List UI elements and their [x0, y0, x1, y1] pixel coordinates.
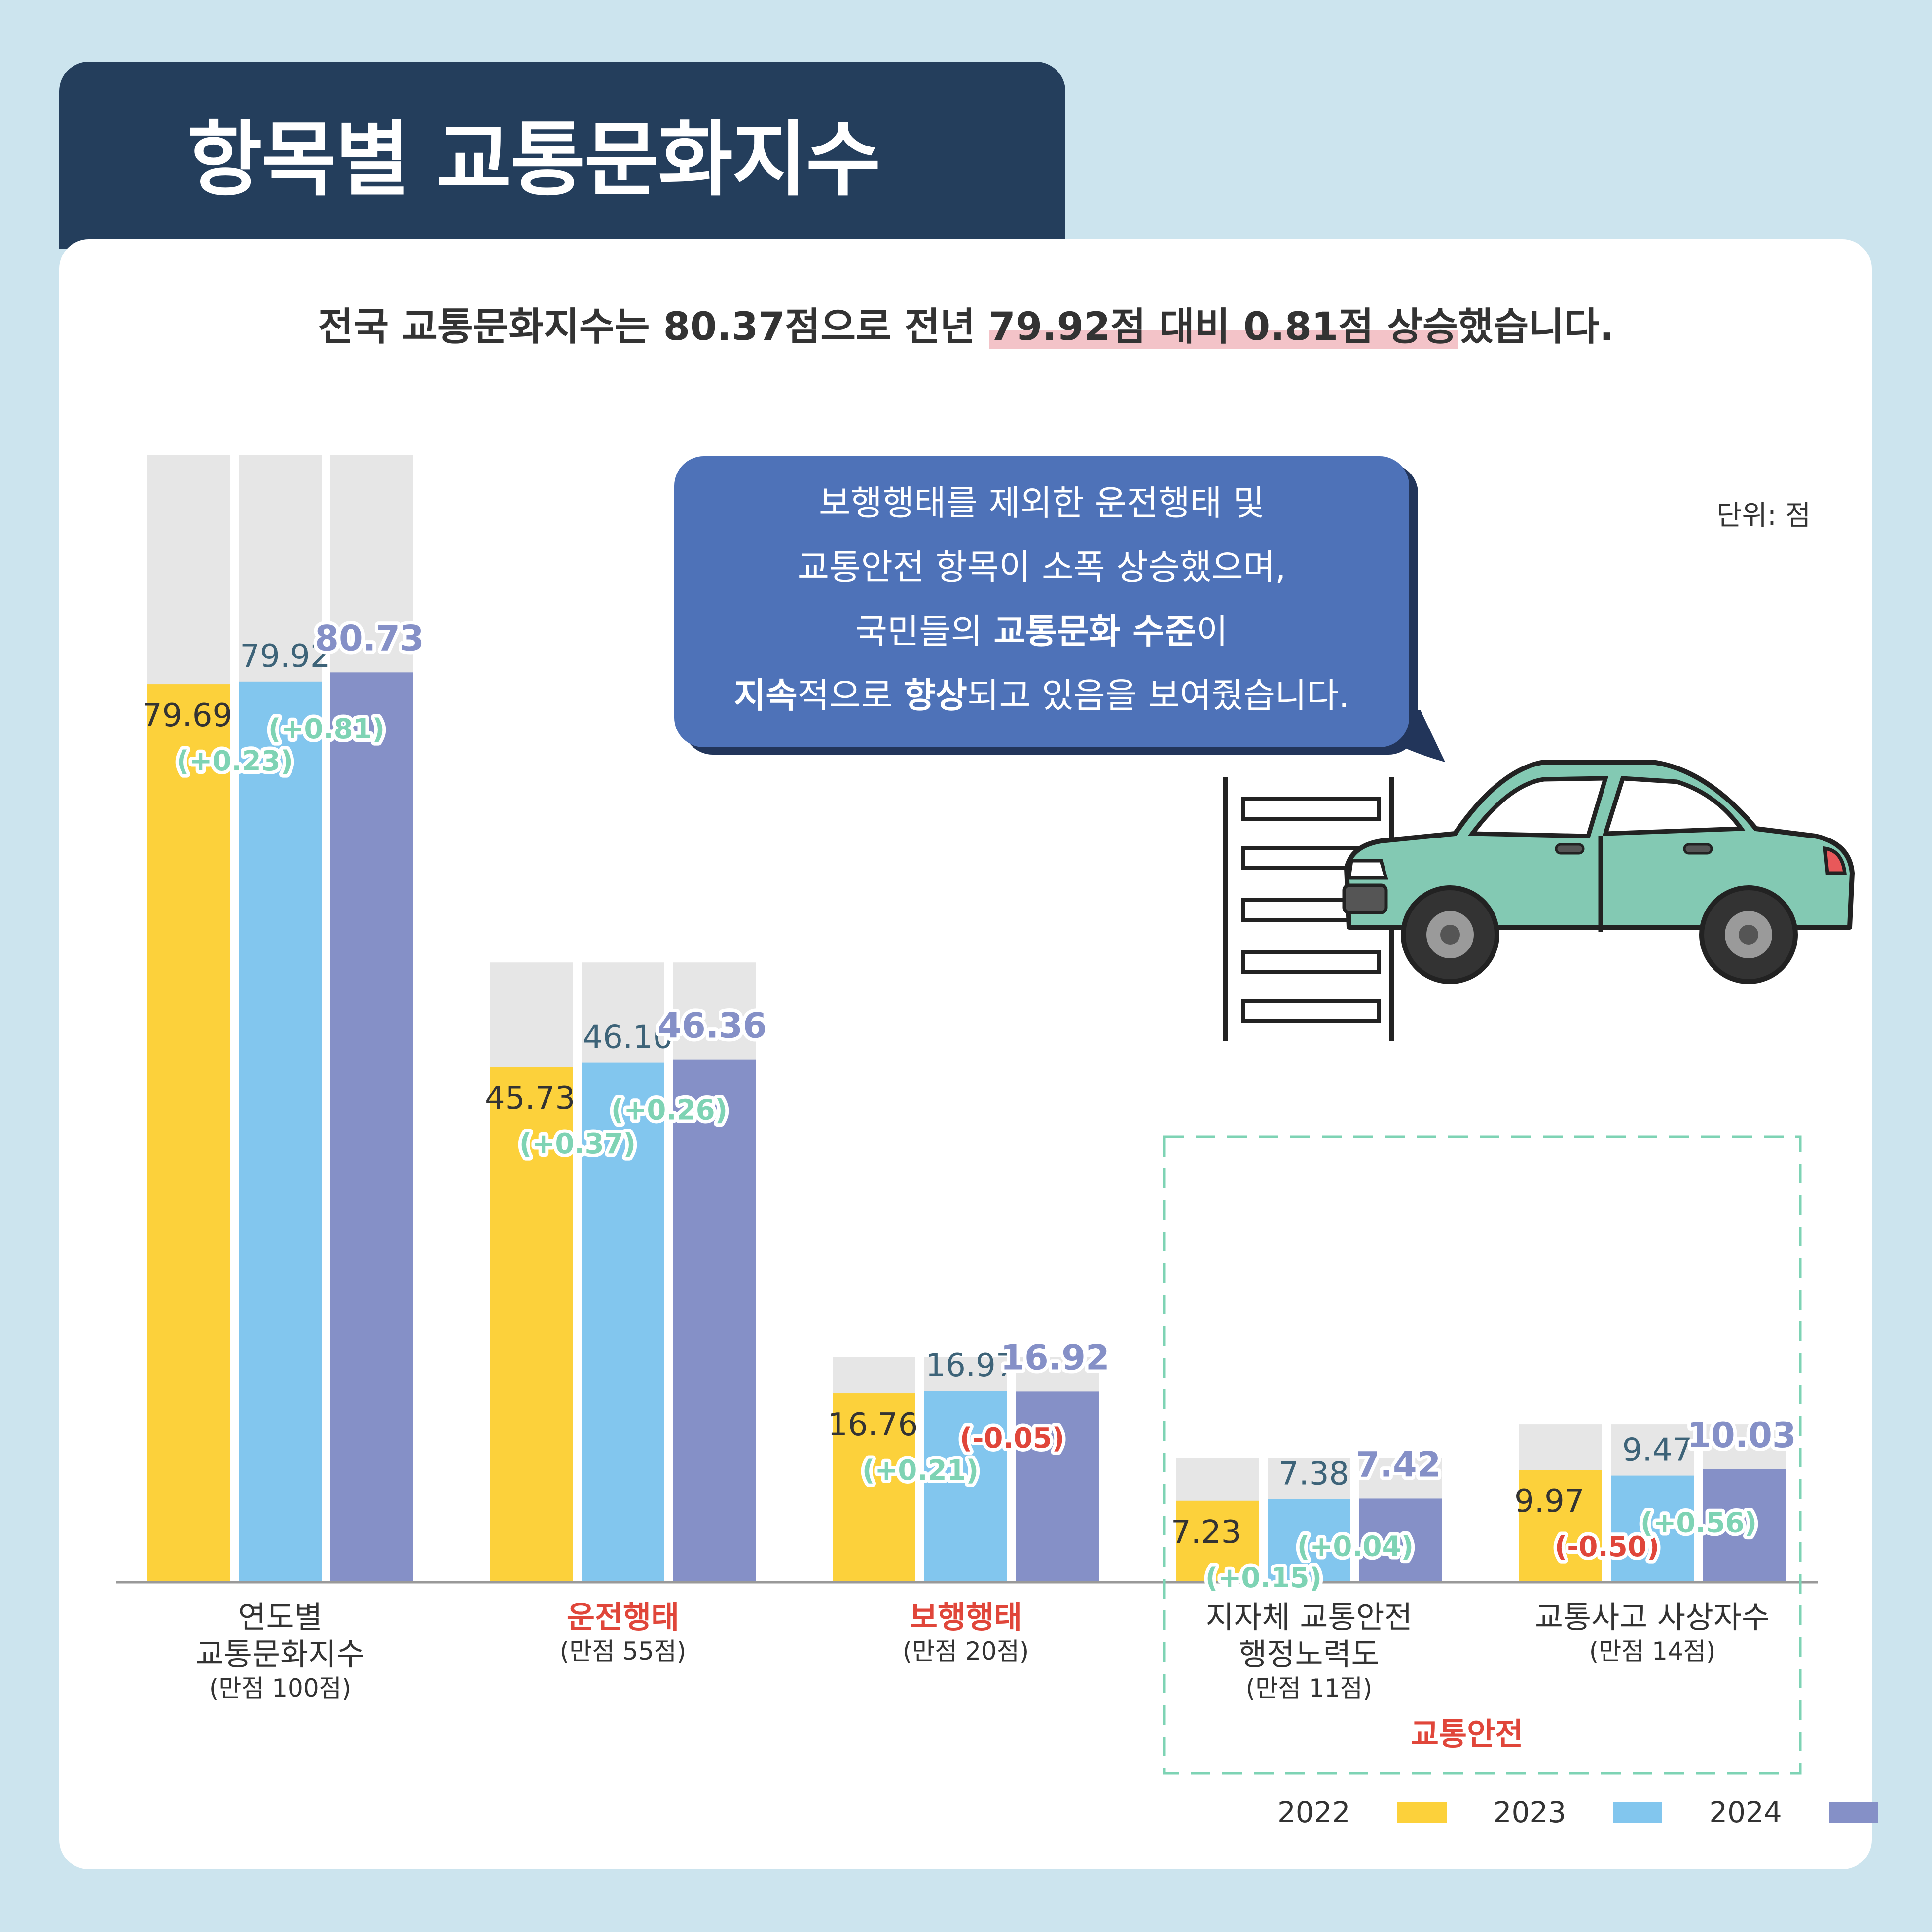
change-label-4-2024: (+0.56) — [1640, 1507, 1757, 1539]
crosswalk-illustration — [1223, 777, 1394, 1041]
change-label-0-2024: (+0.81) — [268, 713, 385, 745]
value-label-3-2022: 7.23 — [1171, 1514, 1241, 1551]
legend-label-2024: 2024 — [1709, 1795, 1782, 1829]
legend-item-2023: 2023 — [1494, 1795, 1663, 1829]
legend-label-2022: 2022 — [1277, 1795, 1350, 1829]
summary-suffix: 했습니다. — [1458, 305, 1614, 349]
bar-1-2022 — [490, 1067, 573, 1582]
labels-layer: 79.6979.9280.73(+0.23)(+0.81)연도별교통문화지수(만… — [142, 615, 1800, 1703]
change-label-3-2023: (+0.15) — [1205, 1562, 1322, 1594]
category-subtitle-3: (만점 11점) — [1246, 1674, 1373, 1703]
category-subtitle-2: (만점 20점) — [903, 1637, 1029, 1666]
summary-highlight: 79.92점 대비 0.81점 상승 — [988, 305, 1458, 349]
callout-line-3: 국민들의 교통문화 수준이 — [674, 599, 1409, 663]
value-label-2-2024: 16.92 — [1000, 1337, 1109, 1378]
legend: 2022 2023 2024 — [1277, 1795, 1878, 1829]
bar-2-2022 — [833, 1393, 915, 1582]
bar-3-2022 — [1176, 1500, 1259, 1582]
category-subtitle-4: (만점 14점) — [1589, 1637, 1716, 1666]
callout-line-3c: 이 — [1196, 611, 1228, 652]
car-icon — [1342, 760, 1855, 984]
value-label-0-2024: 80.73 — [315, 618, 424, 658]
callout-line-1: 보행행태를 제외한 운전행태 및 — [819, 483, 1265, 523]
value-label-4-2022: 9.97 — [1514, 1483, 1585, 1520]
value-label-2-2023: 16.97 — [925, 1348, 1016, 1384]
change-label-2-2023: (+0.21) — [862, 1455, 979, 1487]
change-label-1-2024: (+0.26) — [611, 1094, 728, 1127]
bar-4-2024 — [1703, 1469, 1786, 1582]
value-label-2-2022: 16.76 — [828, 1407, 918, 1443]
traffic-safety-group-label: 교통안전 — [1411, 1716, 1524, 1752]
bar-0-2024 — [330, 672, 413, 1582]
callout-line-2: 교통안전 항목이 소폭 상승했으며, — [797, 547, 1286, 587]
bar-0-2022 — [147, 684, 230, 1582]
unit-label: 단위: 점 — [1716, 500, 1811, 532]
value-label-3-2024: 7.42 — [1356, 1444, 1441, 1485]
bar-1-2023 — [582, 1062, 664, 1582]
legend-label-2023: 2023 — [1493, 1795, 1567, 1829]
title-tab — [59, 62, 1065, 249]
value-label-1-2024: 46.36 — [657, 1006, 766, 1046]
bar-4-2022 — [1519, 1470, 1602, 1582]
category-title-0-1: 교통문화지수 — [196, 1636, 365, 1672]
bar-4-2023 — [1611, 1475, 1694, 1582]
callout-line-4a: 지속 — [733, 675, 798, 716]
value-label-0-2023: 79.92 — [240, 638, 330, 675]
callout-line-4: 지속적으로 향상되고 있음을 보여줬습니다. — [674, 663, 1409, 728]
summary-text: 전국 교통문화지수는 80.37점으로 전년 79.92점 대비 0.81점 상… — [0, 296, 1932, 351]
traffic-safety-group-box — [1163, 1135, 1802, 1775]
legend-swatch-2023 — [1613, 1802, 1663, 1823]
category-subtitle-0: (만점 100점) — [209, 1674, 351, 1703]
value-label-4-2024: 10.03 — [1687, 1415, 1796, 1456]
callout-bubble: 보행행태를 제외한 운전행태 및 교통안전 항목이 소폭 상승했으며, 국민들의… — [674, 456, 1409, 747]
change-label-0-2023: (+0.23) — [177, 745, 293, 777]
callout-line-4b: 적으로 — [797, 675, 904, 716]
change-label-2-2024: (-0.05) — [960, 1422, 1065, 1455]
callout-line-3a: 국민들의 — [855, 611, 994, 652]
change-label-1-2023: (+0.37) — [519, 1128, 636, 1160]
value-label-4-2023: 9.47 — [1622, 1432, 1693, 1469]
category-title-4-0: 교통사고 사상자수 — [1535, 1599, 1770, 1635]
page-title: 항목별 교통문화지수 — [187, 112, 881, 207]
change-label-4-2023: (-0.50) — [1555, 1531, 1660, 1563]
callout-line-4c: 향상 — [904, 675, 967, 716]
bar-3-2024 — [1359, 1498, 1442, 1582]
callout-line-4d: 되고 있음을 보여줬습니다. — [967, 675, 1350, 716]
bar-0-2023 — [239, 681, 322, 1582]
callout-line-3b: 교통문화 수준 — [993, 611, 1197, 652]
value-label-0-2022: 79.69 — [142, 697, 232, 734]
category-title-3-1: 행정노력도 — [1239, 1636, 1379, 1672]
legend-swatch-2022 — [1397, 1802, 1447, 1823]
value-label-1-2023: 46.10 — [583, 1020, 673, 1056]
bar-3-2023 — [1268, 1499, 1350, 1582]
value-label-3-2023: 7.38 — [1279, 1456, 1349, 1492]
summary-prefix: 전국 교통문화지수는 80.37점으로 전년 — [318, 305, 989, 349]
legend-item-2022: 2022 — [1277, 1795, 1447, 1829]
category-title-0-0: 연도별 — [238, 1599, 322, 1635]
change-label-3-2024: (+0.04) — [1297, 1531, 1414, 1563]
bar-2-2023 — [924, 1391, 1007, 1582]
bars-layer — [147, 455, 1786, 1582]
category-title-1-0: 운전행태 — [567, 1599, 679, 1635]
bar-2-2024 — [1016, 1391, 1099, 1582]
legend-swatch-2024 — [1828, 1802, 1878, 1823]
value-label-1-2022: 45.73 — [485, 1080, 575, 1117]
category-subtitle-1: (만점 55점) — [560, 1637, 687, 1666]
legend-item-2024: 2024 — [1709, 1795, 1878, 1829]
bar-1-2024 — [673, 1059, 756, 1582]
category-title-2-0: 보행행태 — [910, 1599, 1022, 1635]
category-title-3-0: 지자체 교통안전 — [1206, 1599, 1413, 1635]
